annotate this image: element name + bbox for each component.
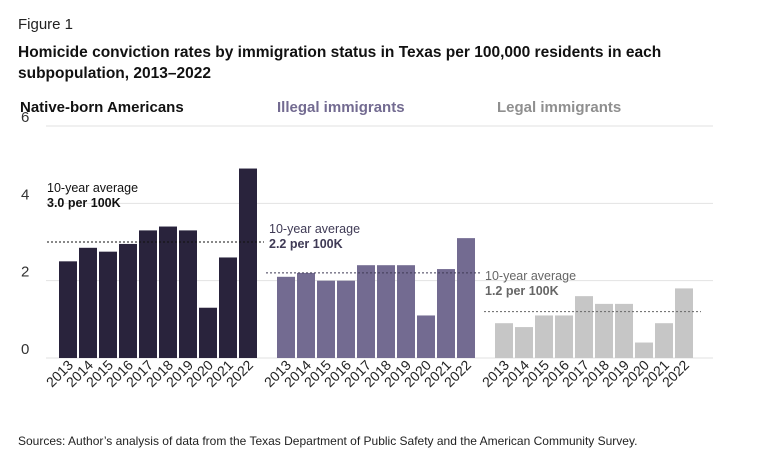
bar xyxy=(337,280,355,358)
bar xyxy=(417,315,435,358)
source-note: Sources: Author’s analysis of data from … xyxy=(18,434,638,448)
bar xyxy=(219,257,237,358)
bar xyxy=(397,265,415,358)
bar xyxy=(239,168,257,358)
average-value: 3.0 per 100K xyxy=(47,196,121,210)
chart-title: Homicide conviction rates by immigration… xyxy=(18,44,662,82)
bar xyxy=(655,323,673,358)
average-label: 10-year average xyxy=(269,222,360,236)
bar xyxy=(635,342,653,358)
bar xyxy=(179,230,197,358)
bar xyxy=(297,272,315,358)
y-tick-label: 0 xyxy=(21,341,29,358)
bar xyxy=(575,296,593,358)
series-label: Legal immigrants xyxy=(497,99,621,116)
bar xyxy=(317,280,335,358)
y-tick-label: 6 xyxy=(21,109,29,126)
bar xyxy=(119,243,137,358)
bar xyxy=(535,315,553,358)
bar xyxy=(555,315,573,358)
average-label: 10-year average xyxy=(47,181,138,195)
figure-label: Figure 1 xyxy=(18,16,74,33)
bar xyxy=(595,303,613,358)
series-label: Illegal immigrants xyxy=(277,99,405,116)
bar xyxy=(99,251,117,358)
average-label: 10-year average xyxy=(485,269,576,283)
average-value: 1.2 per 100K xyxy=(485,284,559,298)
bar xyxy=(377,265,395,358)
bar xyxy=(515,327,533,358)
y-tick-label: 4 xyxy=(21,186,29,203)
bar xyxy=(457,238,475,358)
average-value: 2.2 per 100K xyxy=(269,237,343,251)
bar xyxy=(199,307,217,358)
bar xyxy=(79,247,97,358)
bar xyxy=(357,265,375,358)
bar xyxy=(615,303,633,358)
bar xyxy=(159,226,177,358)
bar xyxy=(437,269,455,358)
series-label: Native-born Americans xyxy=(20,99,184,116)
bar xyxy=(675,288,693,358)
bar xyxy=(139,230,157,358)
y-tick-label: 2 xyxy=(21,264,29,281)
bar xyxy=(59,261,77,358)
bar xyxy=(495,323,513,358)
bar xyxy=(277,276,295,358)
